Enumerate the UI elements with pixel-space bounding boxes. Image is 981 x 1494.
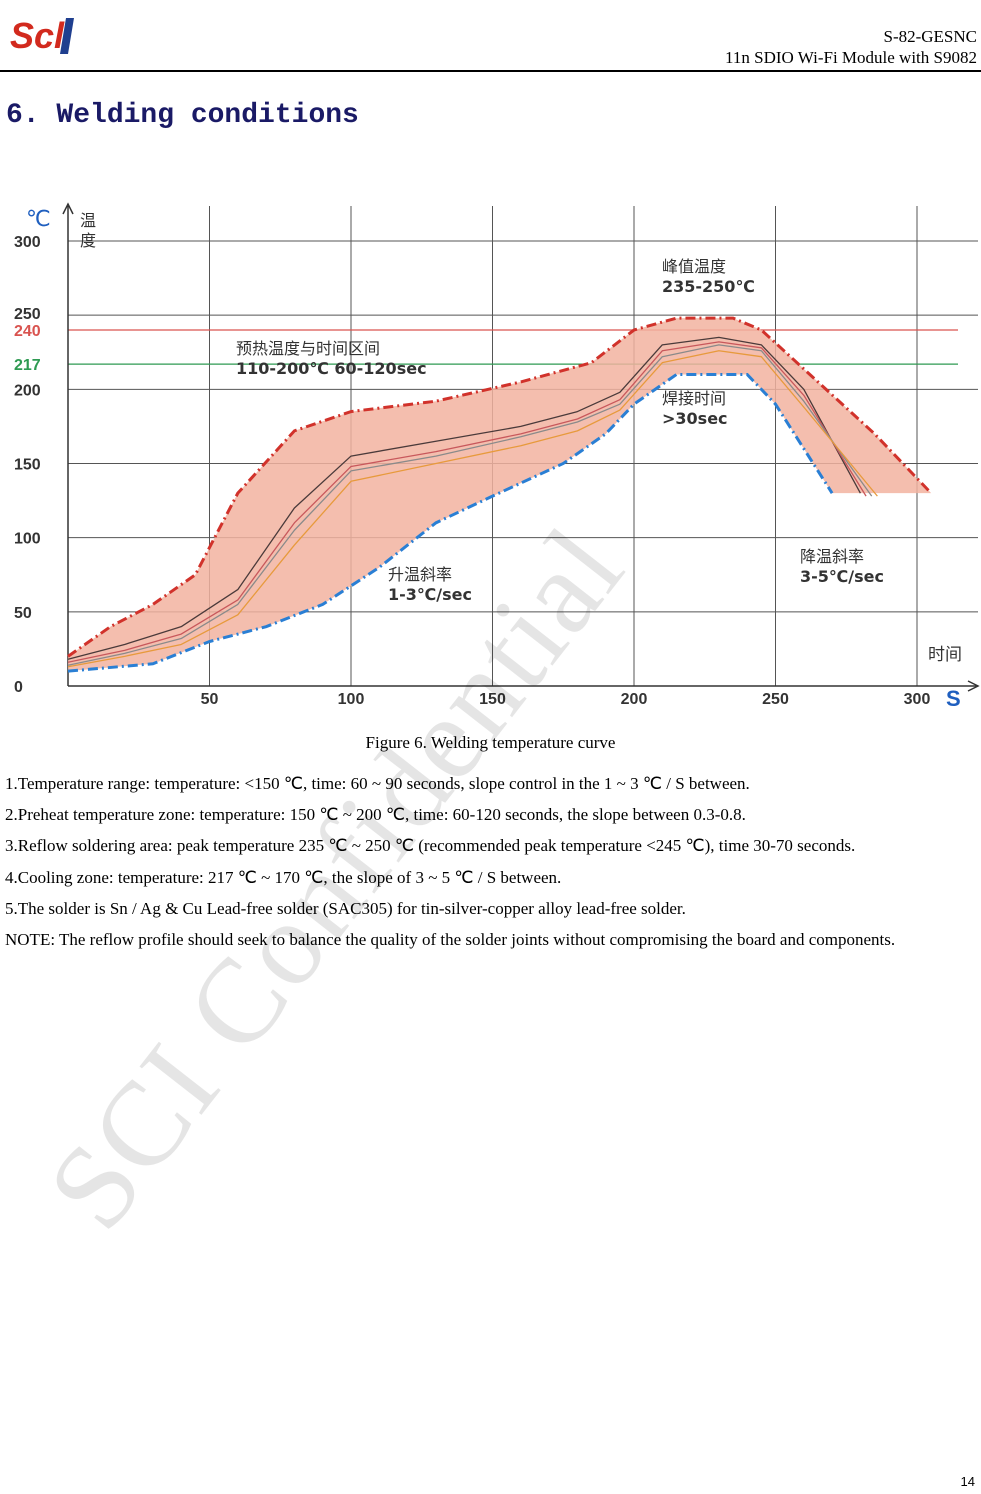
series-line-profile-3 [67,344,873,666]
note-6: NOTE: The reflow profile should seek to … [5,930,896,950]
chart-annotation: 焊接时间>30sec [662,389,728,428]
y-tick-label: 0 [14,679,23,696]
x-axis-arrow-icon [967,680,980,692]
note-2: 2.Preheat temperature zone: temperature:… [5,805,746,825]
x-tick-label: 200 [621,691,648,708]
y-tick-label: 250 [14,306,41,323]
x-tick-label: 250 [762,691,789,708]
header-divider [0,70,981,72]
x-unit-label: S [946,686,961,711]
notes-list: 1.Temperature range: temperature: <150 ℃… [5,768,977,955]
x-axis-title: 时间 [928,645,962,665]
y-axis-title: 温度 [80,211,96,250]
note-5: 5.The solder is Sn / Ag & Cu Lead-free s… [5,898,686,918]
note-1: 1.Temperature range: temperature: <150 ℃… [5,774,750,793]
chart-annotation: 降温斜率 3-5℃/sec [800,547,884,586]
series-line-profile-2 [67,341,867,663]
upper-bound-line [67,316,933,658]
y-tick-label: 200 [14,382,41,399]
process-window-band [68,318,932,672]
x-tick-label: 150 [479,691,506,708]
doc-code: S-82-GESNC [883,27,977,46]
doc-subtitle: 11n SDIO Wi-Fi Module with S9082 [725,48,977,67]
series-line-profile-1 [67,336,861,660]
y-tick-label: 100 [14,531,41,548]
document-header: S-82-GESNC 11n SDIO Wi-Fi Module with S9… [725,26,977,68]
lower-bound-line [67,373,834,673]
x-tick-label: 50 [201,691,219,708]
note-4: 4.Cooling zone: temperature: 217 ℃ ~ 170… [5,867,562,887]
logo-text: Scl [10,15,65,56]
page-number: 14 [960,1474,975,1489]
x-tick-label: 300 [904,691,931,708]
y-unit-label: ℃ [26,207,51,232]
y-axis-arrow-icon [62,202,74,215]
y-tick-label: 50 [14,605,32,622]
y-tick-label: 300 [14,234,41,251]
y-tick-label: 217 [14,357,41,374]
series-line-profile-4 [67,350,878,668]
company-logo: Scl [8,10,88,60]
y-tick-label: 240 [14,323,41,340]
section-title: 6. Welding conditions [6,100,359,131]
y-tick-label: 150 [14,457,41,474]
chart-annotation: 预热温度与时间区间 110-200℃ 60-120sec [236,339,427,378]
chart-annotation: 峰值温度 235-250℃ [662,257,755,296]
chart-annotation: 升温斜率 1-3℃/sec [388,565,472,604]
note-3: 3.Reflow soldering area: peak temperatur… [5,836,856,856]
figure-caption: Figure 6. Welding temperature curve [365,733,616,752]
x-tick-label: 100 [338,691,365,708]
